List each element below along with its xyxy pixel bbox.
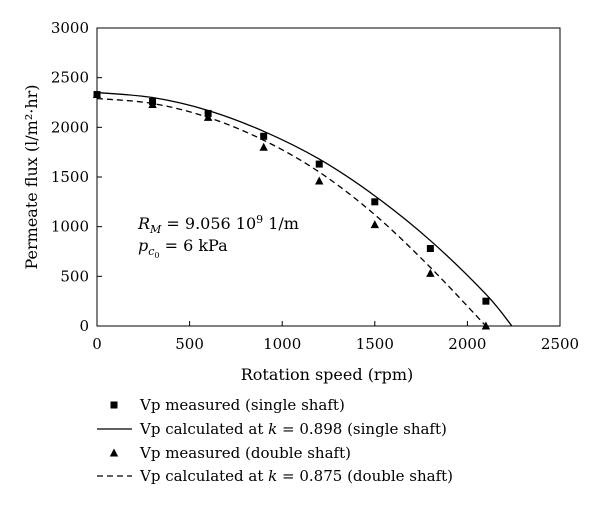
series-line — [96, 91, 513, 327]
legend: Vp measured (single shaft) Vp calculated … — [97, 396, 453, 485]
legend-label: Vp measured (single shaft) — [139, 396, 345, 414]
data-point — [482, 297, 490, 305]
x-axis: 0 500 1000 1500 2000 2500 — [92, 321, 579, 353]
y-tick-label: 1000 — [51, 218, 89, 236]
legend-item: Vp calculated at k = 0.875 (double shaft… — [97, 467, 453, 485]
y-tick-label: 2000 — [51, 118, 89, 136]
y-tick-label: 1500 — [51, 168, 89, 186]
legend-label: Vp measured (double shaft) — [139, 444, 351, 462]
series-3 — [96, 97, 487, 327]
x-tick-label: 2500 — [541, 335, 579, 353]
series-line — [96, 97, 487, 327]
legend-item: Vp measured (single shaft) — [110, 396, 345, 414]
y-tick-label: 2500 — [51, 69, 89, 87]
data-point — [315, 176, 324, 185]
data-point — [370, 220, 379, 229]
plot-border — [96, 27, 561, 327]
x-tick-label: 1000 — [263, 335, 301, 353]
y-tick-label: 3000 — [51, 19, 89, 37]
y-tick-label: 500 — [60, 267, 89, 285]
data-point — [92, 90, 102, 99]
legend-label: Vp calculated at k = 0.875 (double shaft… — [139, 467, 453, 485]
data-point — [260, 132, 268, 140]
series-1 — [96, 91, 513, 327]
y-tick-label: 0 — [79, 317, 89, 335]
legend-label: Vp calculated at k = 0.898 (single shaft… — [139, 420, 447, 438]
x-tick-label: 500 — [175, 335, 204, 353]
annotation-line-2: pc0 = 6 kPa — [138, 236, 228, 260]
data-point — [426, 268, 435, 277]
plot-area — [96, 27, 561, 327]
data-point — [426, 245, 434, 253]
annotation: RM = 9.056 109 1/m pc0 = 6 kPa — [137, 213, 299, 260]
data-point — [259, 142, 268, 151]
legend-triangle-marker — [109, 448, 119, 457]
annotation-line-1: RM = 9.056 109 1/m — [137, 213, 299, 236]
data-point — [315, 160, 323, 168]
x-axis-title: Rotation speed (rpm) — [241, 365, 413, 384]
y-axis-title: Permeate flux (l/m²·hr) — [22, 84, 41, 269]
series-2 — [92, 90, 491, 330]
y-axis: 0 500 1000 1500 2000 2500 3000 — [51, 19, 102, 335]
x-tick-label: 2000 — [448, 335, 486, 353]
series-layer — [92, 90, 513, 330]
data-point — [371, 198, 379, 206]
legend-item: Vp calculated at k = 0.898 (single shaft… — [97, 420, 447, 438]
x-tick-label: 0 — [92, 335, 102, 353]
legend-item: Vp measured (double shaft) — [109, 444, 351, 462]
legend-square-marker — [110, 401, 118, 409]
x-tick-label: 1500 — [356, 335, 394, 353]
